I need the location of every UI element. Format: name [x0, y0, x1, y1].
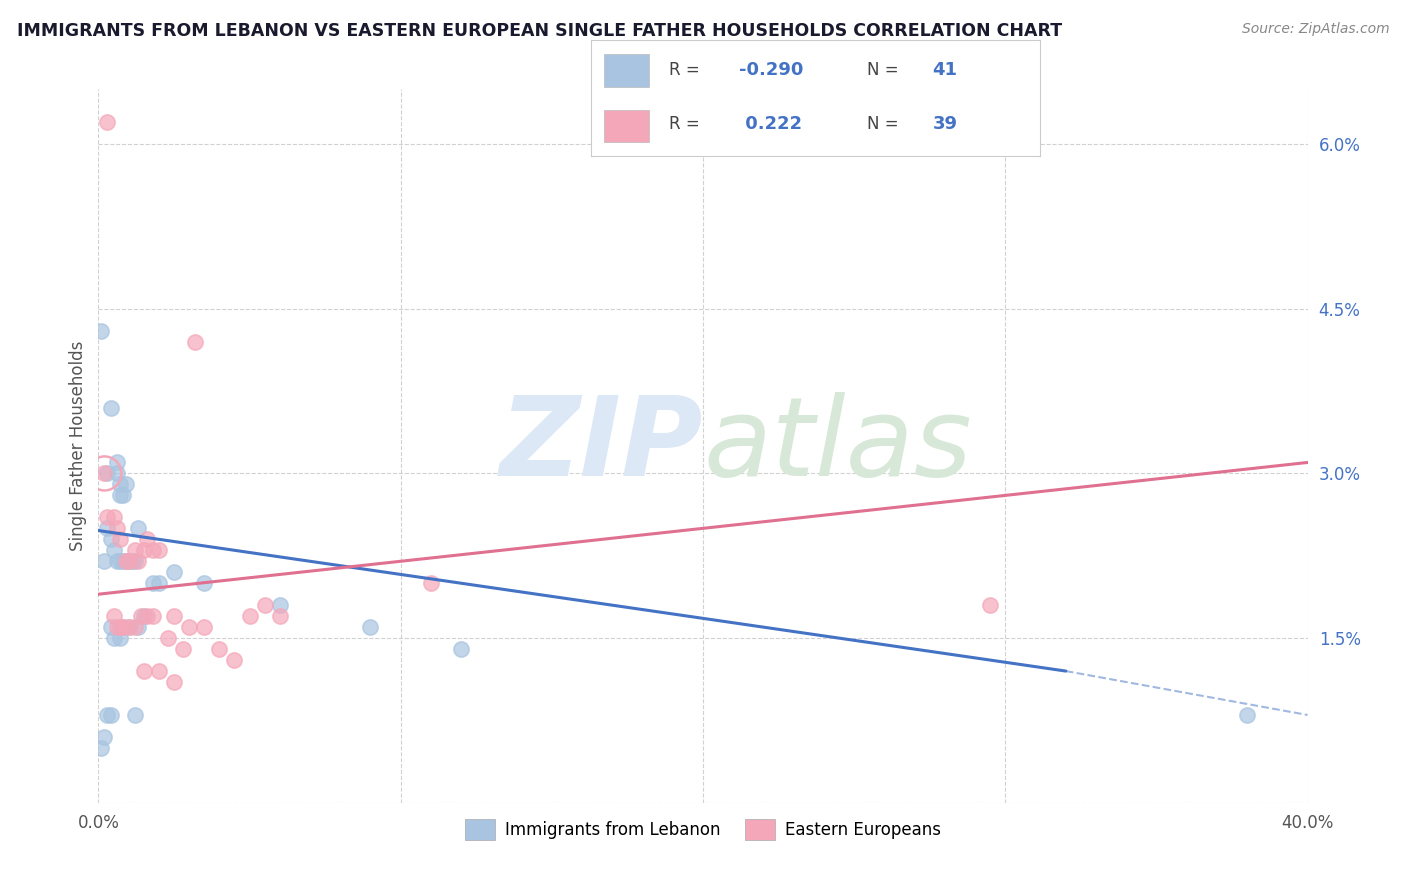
Point: [111, 620, 134, 634]
Point: [111, 554, 134, 568]
Point: [103, 609, 125, 624]
Point: [135, 533, 157, 547]
Point: [111, 488, 134, 502]
Point: [96, 115, 118, 129]
Point: [93, 467, 115, 481]
Point: [148, 543, 170, 558]
Point: [118, 554, 141, 568]
Point: [96, 467, 118, 481]
Point: [420, 576, 443, 591]
Point: [124, 620, 146, 634]
Text: R =: R =: [669, 115, 706, 133]
Point: [269, 609, 291, 624]
Point: [129, 609, 152, 624]
Point: [93, 554, 115, 568]
Point: [163, 566, 186, 580]
Point: [132, 664, 155, 678]
Point: [103, 543, 125, 558]
Point: [142, 576, 165, 591]
Point: [93, 730, 115, 744]
Point: [105, 521, 128, 535]
Point: [135, 609, 157, 624]
Text: atlas: atlas: [703, 392, 972, 500]
Point: [103, 631, 125, 645]
Point: [90, 740, 112, 755]
Point: [148, 576, 170, 591]
Point: [979, 598, 1001, 612]
Point: [118, 620, 141, 634]
Point: [163, 675, 186, 690]
Point: [108, 554, 131, 568]
Bar: [605, 54, 650, 87]
Point: [100, 620, 122, 634]
Point: [224, 653, 246, 667]
Point: [132, 543, 155, 558]
Point: [127, 620, 149, 634]
Point: [132, 609, 155, 624]
Point: [193, 620, 215, 634]
Point: [193, 576, 215, 591]
Point: [105, 467, 128, 481]
Point: [156, 631, 179, 645]
Text: N =: N =: [868, 61, 904, 78]
Point: [184, 334, 207, 349]
Point: [96, 708, 118, 723]
Point: [114, 477, 136, 491]
Text: -0.290: -0.290: [740, 61, 803, 78]
Point: [118, 554, 141, 568]
Point: [103, 510, 125, 524]
Point: [127, 521, 149, 535]
Point: [96, 510, 118, 524]
Point: [269, 598, 291, 612]
Point: [172, 642, 194, 657]
Point: [179, 620, 201, 634]
Point: [108, 477, 131, 491]
Text: 41: 41: [932, 61, 957, 78]
Point: [105, 554, 128, 568]
Point: [100, 401, 122, 415]
Point: [100, 533, 122, 547]
Point: [124, 708, 146, 723]
Point: [142, 543, 165, 558]
Point: [105, 455, 128, 469]
Point: [108, 631, 131, 645]
Point: [127, 554, 149, 568]
Point: [108, 533, 131, 547]
Bar: [605, 110, 650, 142]
Point: [239, 609, 262, 624]
Text: ZIP: ZIP: [499, 392, 703, 500]
Point: [124, 554, 146, 568]
Point: [1236, 708, 1258, 723]
Text: N =: N =: [868, 115, 904, 133]
Text: R =: R =: [669, 61, 706, 78]
Legend: Immigrants from Lebanon, Eastern Europeans: Immigrants from Lebanon, Eastern Europea…: [457, 811, 949, 848]
Point: [93, 467, 115, 481]
Point: [208, 642, 231, 657]
Text: Source: ZipAtlas.com: Source: ZipAtlas.com: [1241, 22, 1389, 37]
Text: IMMIGRANTS FROM LEBANON VS EASTERN EUROPEAN SINGLE FATHER HOUSEHOLDS CORRELATION: IMMIGRANTS FROM LEBANON VS EASTERN EUROP…: [17, 22, 1062, 40]
Point: [253, 598, 276, 612]
Point: [96, 521, 118, 535]
Point: [100, 708, 122, 723]
Y-axis label: Single Father Households: Single Father Households: [69, 341, 87, 551]
Point: [148, 664, 170, 678]
Point: [105, 620, 128, 634]
Point: [111, 620, 134, 634]
Point: [163, 609, 186, 624]
Text: 39: 39: [932, 115, 957, 133]
Point: [360, 620, 382, 634]
Point: [124, 543, 146, 558]
Point: [118, 620, 141, 634]
Point: [142, 609, 165, 624]
Point: [114, 554, 136, 568]
Text: 0.222: 0.222: [740, 115, 801, 133]
Point: [90, 324, 112, 338]
Point: [450, 642, 472, 657]
Point: [121, 554, 143, 568]
Point: [114, 554, 136, 568]
Point: [108, 620, 131, 634]
Point: [108, 488, 131, 502]
